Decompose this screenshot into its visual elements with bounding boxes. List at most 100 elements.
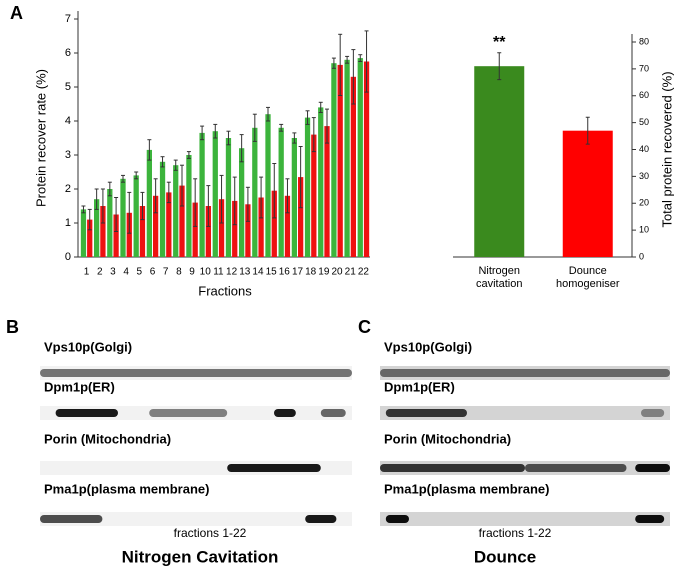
blot-band	[149, 409, 228, 417]
x-tick-label: 1	[84, 267, 90, 278]
y-tick-label: 10	[639, 225, 649, 235]
blot-label: Vps10p(Golgi)	[44, 339, 132, 354]
blot-band	[380, 464, 525, 472]
panel-label: B	[6, 317, 19, 337]
bar	[192, 202, 198, 257]
x-tick-label: 13	[239, 267, 251, 278]
bar	[357, 58, 363, 257]
bar	[304, 117, 311, 257]
bar	[139, 206, 146, 257]
blot-caption: fractions 1-22	[479, 526, 552, 540]
bar	[146, 149, 152, 257]
blot-band	[55, 409, 118, 417]
x-tick-label: 5	[137, 267, 143, 278]
blot-band	[525, 464, 627, 472]
blot-band	[40, 369, 352, 377]
x-tick-label: Dounce homogeniser	[555, 265, 620, 290]
y-axis-label: Total protein recovered (%)	[659, 71, 674, 227]
blot-band	[274, 409, 296, 417]
panel-label: C	[358, 317, 371, 337]
blot-strip	[40, 512, 352, 526]
y-tick-label: 7	[65, 13, 71, 25]
x-tick-label: 17	[292, 267, 304, 278]
bar	[258, 197, 264, 257]
panel-label: A	[10, 3, 23, 23]
bar	[218, 199, 225, 257]
x-tick-label: 18	[305, 267, 317, 278]
y-tick-label: 2	[65, 183, 71, 195]
blot-label: Vps10p(Golgi)	[384, 339, 472, 354]
bar	[199, 132, 205, 257]
x-tick-label: 2	[97, 267, 103, 278]
y-tick-label: 1	[65, 217, 71, 229]
y-tick-label: 4	[65, 115, 71, 127]
bar	[153, 195, 159, 257]
x-tick-label: 10	[200, 267, 212, 278]
bar	[126, 212, 132, 257]
x-tick-label: 15	[266, 267, 278, 278]
blot-title: Dounce	[474, 547, 536, 566]
bar	[271, 190, 277, 257]
bar	[212, 131, 218, 257]
blot-band	[385, 515, 409, 523]
blot-label: Pma1p(plasma membrane)	[44, 481, 209, 496]
bar	[87, 219, 93, 257]
bar	[225, 138, 232, 257]
bar	[562, 130, 613, 257]
x-tick-label: 20	[331, 267, 343, 278]
blot-band	[380, 369, 670, 377]
bar	[179, 185, 185, 257]
blot-band	[635, 515, 665, 523]
y-tick-label: 70	[639, 63, 649, 73]
blot-label: Porin (Mitochondria)	[384, 431, 511, 446]
y-tick-label: 0	[639, 251, 644, 261]
bar	[120, 178, 126, 257]
blot-band	[227, 464, 321, 472]
bar	[205, 206, 211, 257]
x-tick-label: 4	[123, 267, 129, 278]
bar	[252, 127, 258, 257]
y-tick-label: 3	[65, 149, 71, 161]
x-tick-label: 22	[358, 267, 370, 278]
blot-band	[635, 464, 670, 472]
bar	[350, 76, 356, 257]
bar	[239, 148, 245, 257]
bar	[311, 134, 317, 257]
x-tick-label: 9	[189, 267, 195, 278]
bar	[186, 155, 192, 257]
blot-band	[40, 515, 103, 523]
blot-label: Dpm1p(ER)	[44, 379, 115, 394]
y-tick-label: 0	[65, 251, 71, 263]
bar	[318, 107, 324, 258]
bar	[331, 63, 337, 258]
bar	[474, 66, 525, 257]
bar	[324, 126, 330, 257]
bar	[363, 61, 370, 257]
y-tick-label: 60	[639, 90, 649, 100]
blot-label: Porin (Mitochondria)	[44, 431, 171, 446]
bar	[107, 189, 113, 257]
blot-strip	[380, 512, 670, 526]
bar	[113, 214, 119, 257]
x-tick-label: Nitrogen cavitation	[476, 265, 523, 290]
bar	[278, 127, 284, 257]
x-tick-label: 12	[226, 267, 238, 278]
y-tick-label: 50	[639, 117, 649, 127]
blot-label: Dpm1p(ER)	[384, 379, 455, 394]
x-tick-label: 21	[345, 267, 357, 278]
x-tick-label: 8	[176, 267, 182, 278]
bar	[80, 209, 87, 257]
blot-band	[385, 409, 467, 417]
bar	[291, 138, 297, 257]
bar	[245, 204, 251, 257]
blot-caption: fractions 1-22	[174, 526, 247, 540]
x-tick-label: 3	[110, 267, 116, 278]
y-tick-label: 6	[65, 47, 71, 59]
y-tick-label: 80	[639, 36, 649, 46]
bar	[159, 161, 166, 257]
bar	[337, 64, 343, 258]
y-tick-label: 40	[639, 144, 649, 154]
x-tick-label: 16	[279, 267, 291, 278]
